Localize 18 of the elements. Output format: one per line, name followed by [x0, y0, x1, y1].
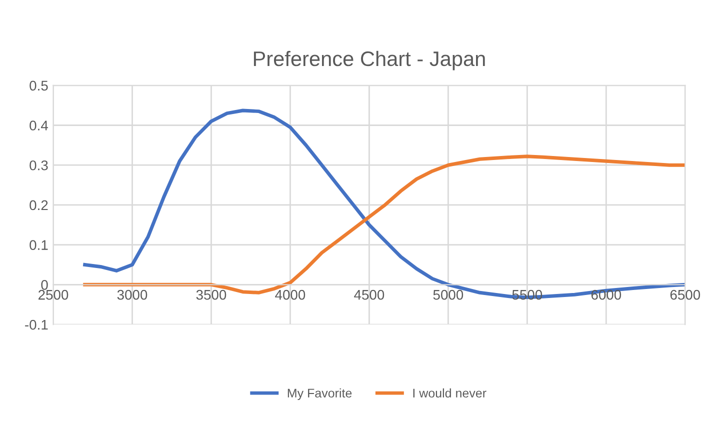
y-tick-label: 0.2 — [30, 200, 48, 210]
x-tick-label: 3500 — [196, 290, 226, 300]
y-tick-label: 0.1 — [30, 240, 48, 250]
legend-label: I would never — [413, 388, 486, 398]
x-tick-label: 2500 — [38, 290, 68, 300]
x-tick-label: 3000 — [117, 290, 148, 300]
x-tick-label: 4000 — [275, 290, 306, 300]
y-tick-label: 0.4 — [30, 120, 48, 130]
x-tick-label: 6000 — [591, 290, 622, 300]
x-tick-label: 6500 — [670, 290, 700, 300]
x-tick-label: 4500 — [354, 290, 384, 300]
chart-title: Preference Chart - Japan — [254, 50, 485, 70]
y-tick-label: 0.3 — [30, 160, 48, 170]
y-tick-label: 0 — [41, 280, 48, 290]
y-tick-label: -0.1 — [25, 320, 48, 330]
legend-label: My Favorite — [288, 388, 352, 400]
x-tick-label: 5000 — [433, 290, 464, 300]
y-tick-label: 0.5 — [30, 80, 48, 91]
